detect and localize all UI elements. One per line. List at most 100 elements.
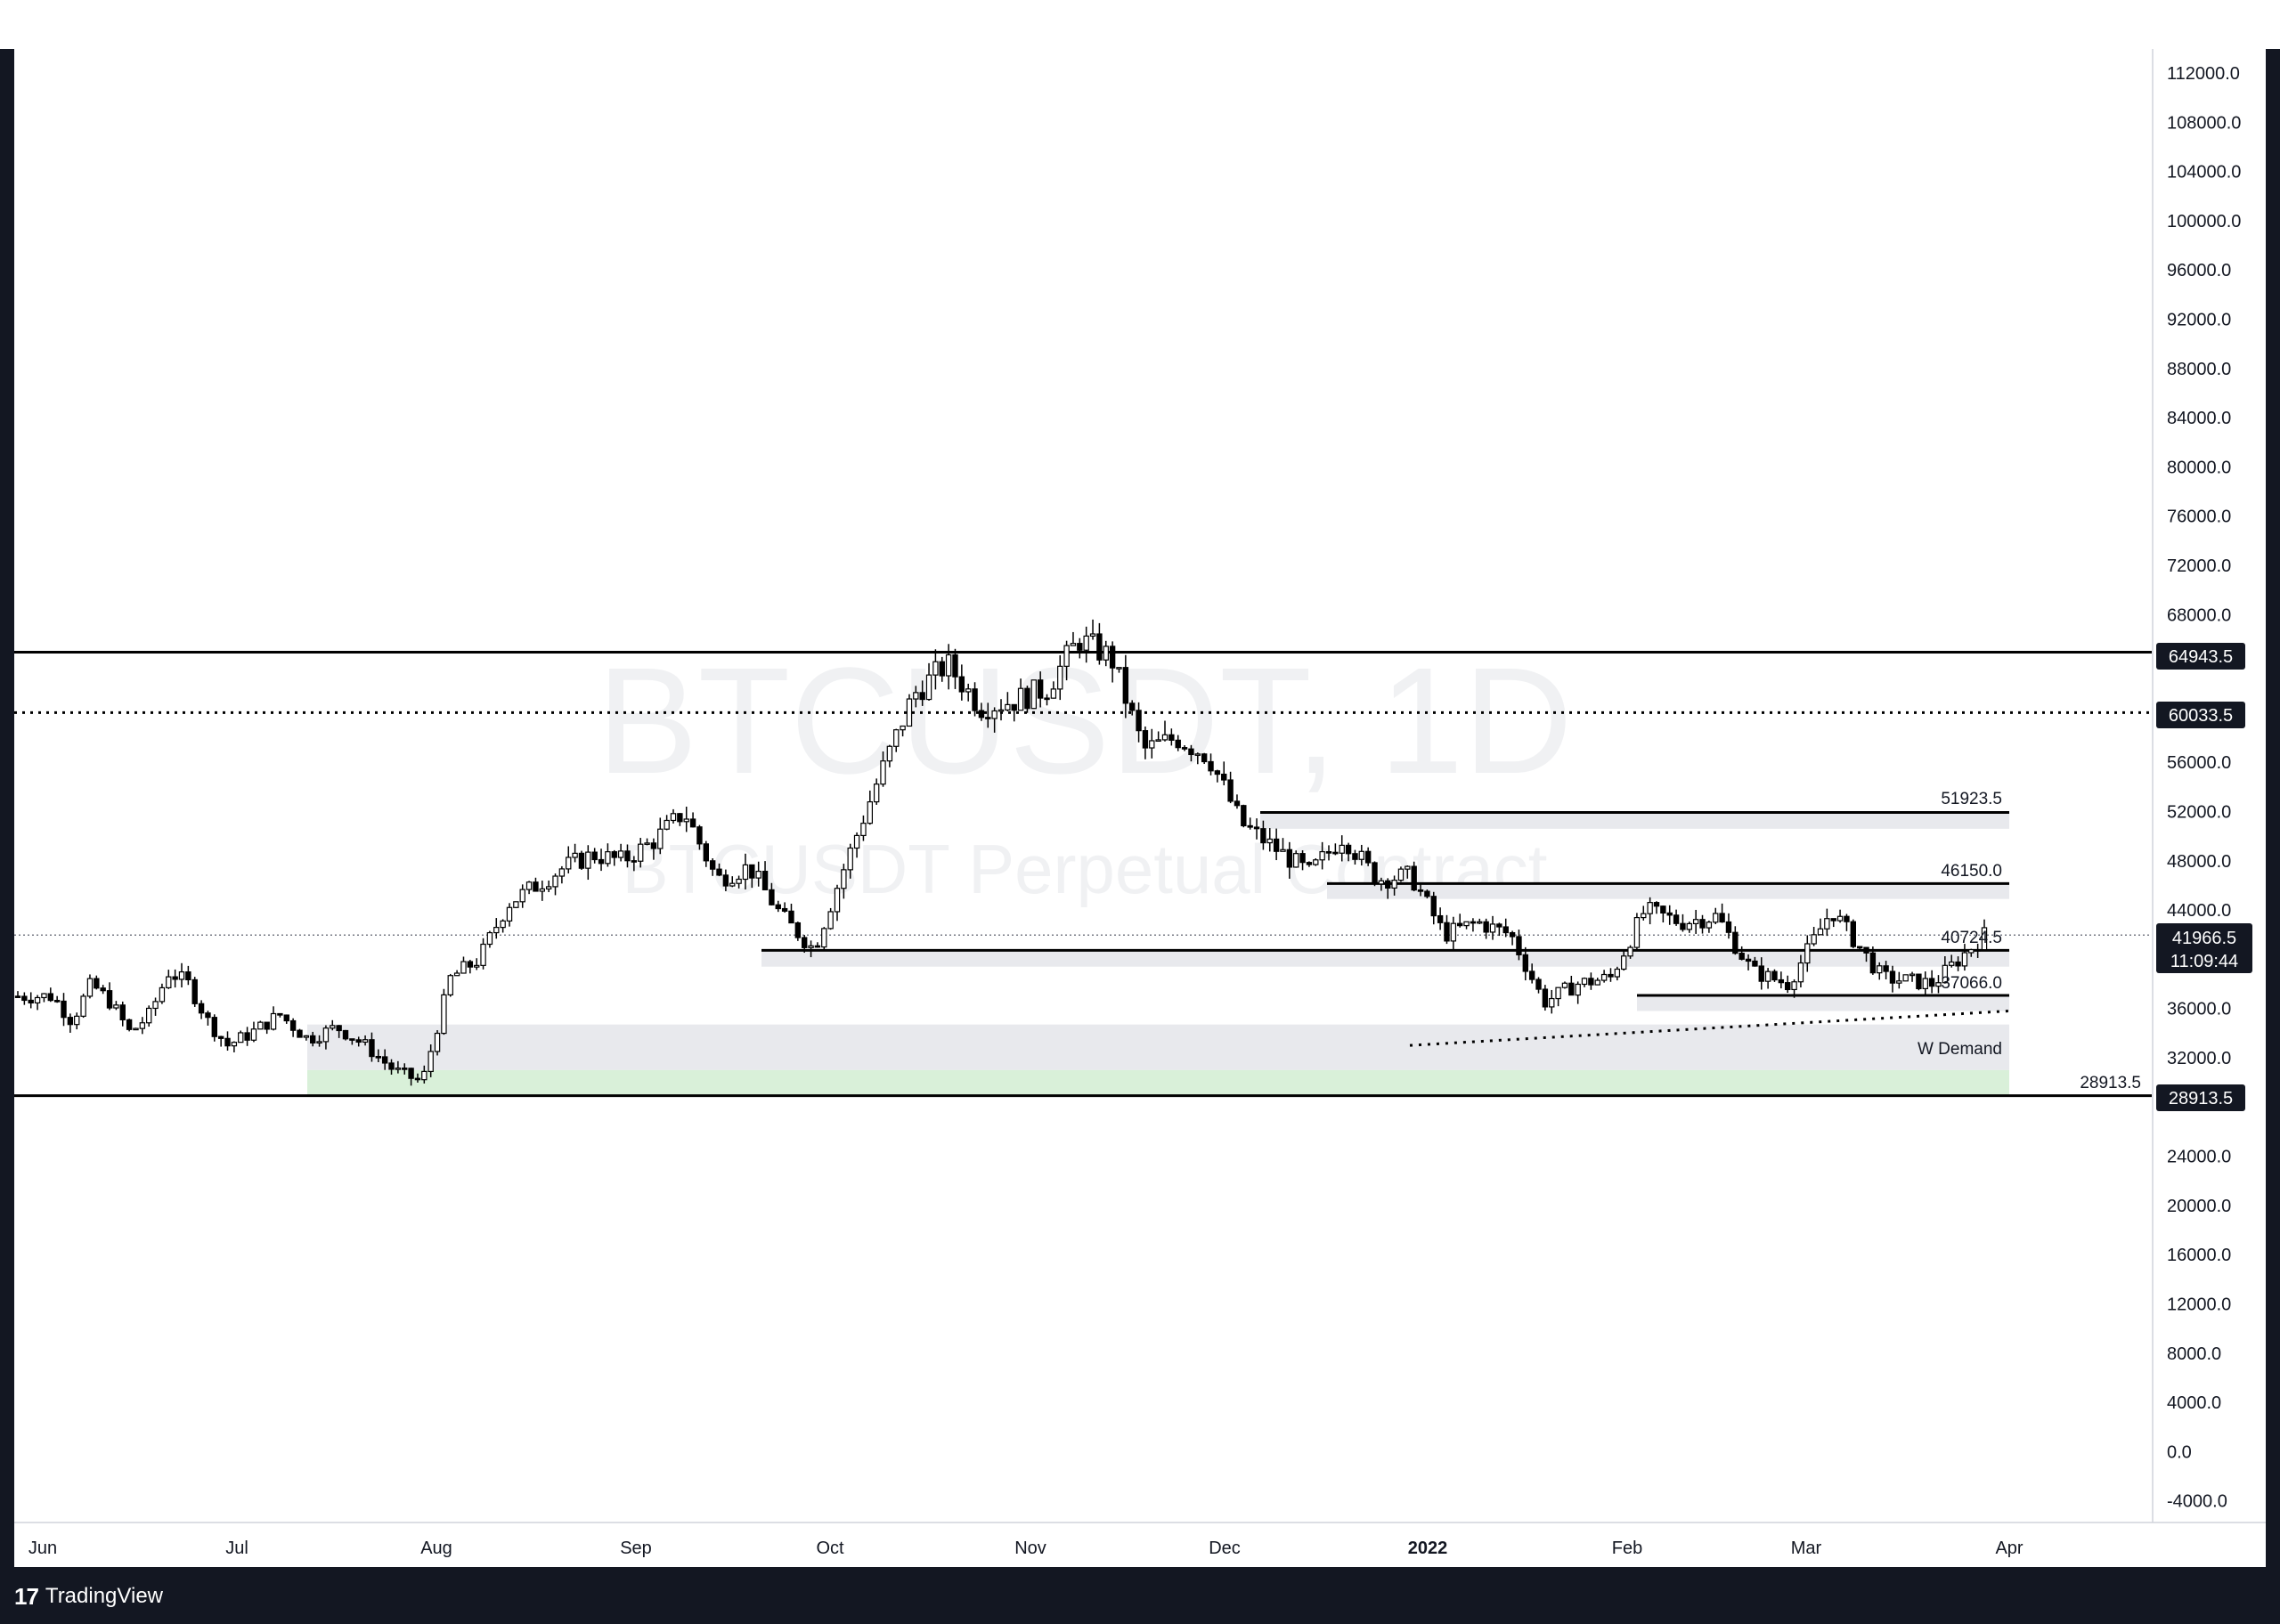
candle-up xyxy=(1641,913,1647,919)
candle-down xyxy=(1916,973,1922,989)
candle-up xyxy=(1450,922,1457,942)
candle-down xyxy=(1745,958,1752,962)
price-label-64943: 64943.5 xyxy=(2156,643,2245,670)
candle-down xyxy=(205,1012,211,1019)
candle-down xyxy=(1844,915,1850,922)
candle-down xyxy=(217,1035,224,1039)
price-label-60033: 60033.5 xyxy=(2156,702,2245,728)
candle-down xyxy=(1673,914,1680,924)
candle-up xyxy=(1836,915,1844,922)
candle-down xyxy=(369,1039,375,1058)
svg-text:64943.5: 64943.5 xyxy=(2169,647,2233,667)
candle-down xyxy=(919,692,925,701)
candle-down xyxy=(1680,922,1686,930)
price-tick: 0.0 xyxy=(2167,1442,2192,1462)
time-tick: Sep xyxy=(620,1539,652,1558)
price-tick: 8000.0 xyxy=(2167,1344,2221,1364)
candle-up xyxy=(742,864,749,881)
candle-up xyxy=(1706,922,1713,929)
candle-up xyxy=(932,661,939,676)
candle-up xyxy=(519,889,525,903)
price-chart[interactable]: BTCUSDT, 1D BTCUSDT Perpetual Contract 5… xyxy=(0,0,2280,1567)
candle-up xyxy=(644,842,650,845)
watermark-title: BTCUSDT, 1D xyxy=(597,637,1573,806)
candle-down xyxy=(172,976,178,980)
candle-down xyxy=(611,851,617,858)
price-tick: 32000.0 xyxy=(2167,1049,2231,1068)
candle-down xyxy=(53,1000,61,1003)
time-axis[interactable]: Jun Jul Aug Sep Oct Nov Dec 2022 Feb Mar Apr xyxy=(28,1539,2024,1558)
price-axis[interactable]: 112000.0 108000.0 104000.0 100000.0 96000.0 9… xyxy=(2167,64,2241,1512)
candle-down xyxy=(289,1019,297,1031)
candle-up xyxy=(1764,970,1771,982)
candle-up xyxy=(1686,922,1692,930)
candle-up xyxy=(664,819,670,830)
candle-down xyxy=(1778,978,1785,984)
candle-up xyxy=(1594,979,1600,986)
candle-up xyxy=(1397,868,1405,881)
candle-down xyxy=(100,987,106,992)
candle-up xyxy=(1313,859,1319,865)
price-tick: 56000.0 xyxy=(2167,753,2231,773)
candle-up xyxy=(486,931,493,946)
candle-up xyxy=(493,927,500,934)
candle-up xyxy=(1909,973,1916,977)
candle-down xyxy=(598,858,605,865)
price-tick: -4000.0 xyxy=(2167,1492,2227,1512)
level-label-51923: 51923.5 xyxy=(1941,790,2002,808)
candle-down xyxy=(722,874,729,887)
candle-down xyxy=(1758,965,1764,982)
price-tick: 48000.0 xyxy=(2167,852,2231,872)
candle-down xyxy=(801,937,808,948)
candle-up xyxy=(834,888,841,913)
time-tick: Aug xyxy=(420,1539,452,1558)
candle-down xyxy=(310,1035,316,1043)
price-tick: 24000.0 xyxy=(2167,1148,2231,1167)
candle-down xyxy=(1732,931,1738,954)
price-tick: 112000.0 xyxy=(2167,64,2240,84)
candle-up xyxy=(421,1070,428,1081)
candle-down xyxy=(578,852,585,869)
candle-up xyxy=(330,1025,336,1029)
candle-up xyxy=(657,828,664,849)
candle-up xyxy=(1942,964,1949,984)
candle-down xyxy=(1122,667,1129,704)
candle-down xyxy=(1483,921,1489,933)
candle-down xyxy=(677,813,683,823)
candle-down xyxy=(1522,954,1528,972)
watermark: BTCUSDT, 1D BTCUSDT Perpetual Contract xyxy=(597,637,1573,908)
candle-down xyxy=(185,971,191,981)
candle-down xyxy=(1136,710,1142,732)
candle-down xyxy=(1869,952,1877,974)
candle-up xyxy=(1647,902,1653,914)
candle-down xyxy=(1142,730,1149,749)
trendline-dotted[interactable] xyxy=(1409,1009,2010,1047)
candle-up xyxy=(1103,646,1109,661)
candle-down xyxy=(1496,923,1502,928)
svg-text:28913.5: 28913.5 xyxy=(2169,1089,2233,1108)
price-tick: 80000.0 xyxy=(2167,458,2231,477)
right-frame xyxy=(2266,49,2280,1567)
candle-down xyxy=(703,843,710,862)
price-tick: 12000.0 xyxy=(2167,1295,2231,1315)
candle-up xyxy=(434,1032,441,1052)
candle-down xyxy=(1024,687,1030,710)
price-tick: 52000.0 xyxy=(2167,803,2231,823)
candle-down xyxy=(696,826,703,845)
candle-up xyxy=(1489,923,1496,933)
candle-down xyxy=(1227,779,1234,802)
candle-down xyxy=(1660,905,1666,914)
candle-down xyxy=(1509,931,1516,938)
candle-up xyxy=(880,760,886,785)
candle-up xyxy=(1089,633,1096,637)
candle-down xyxy=(1188,748,1194,756)
candle-down xyxy=(1666,912,1673,916)
candle-up xyxy=(1811,934,1817,945)
candle-down xyxy=(1653,902,1660,907)
candle-up xyxy=(1575,983,1581,996)
tradingview-brand[interactable]: 17 TradingView xyxy=(14,1583,163,1610)
candle-down xyxy=(794,922,802,938)
candle-up xyxy=(900,725,906,731)
candle-up xyxy=(1057,665,1063,690)
candle-up xyxy=(1063,645,1070,667)
